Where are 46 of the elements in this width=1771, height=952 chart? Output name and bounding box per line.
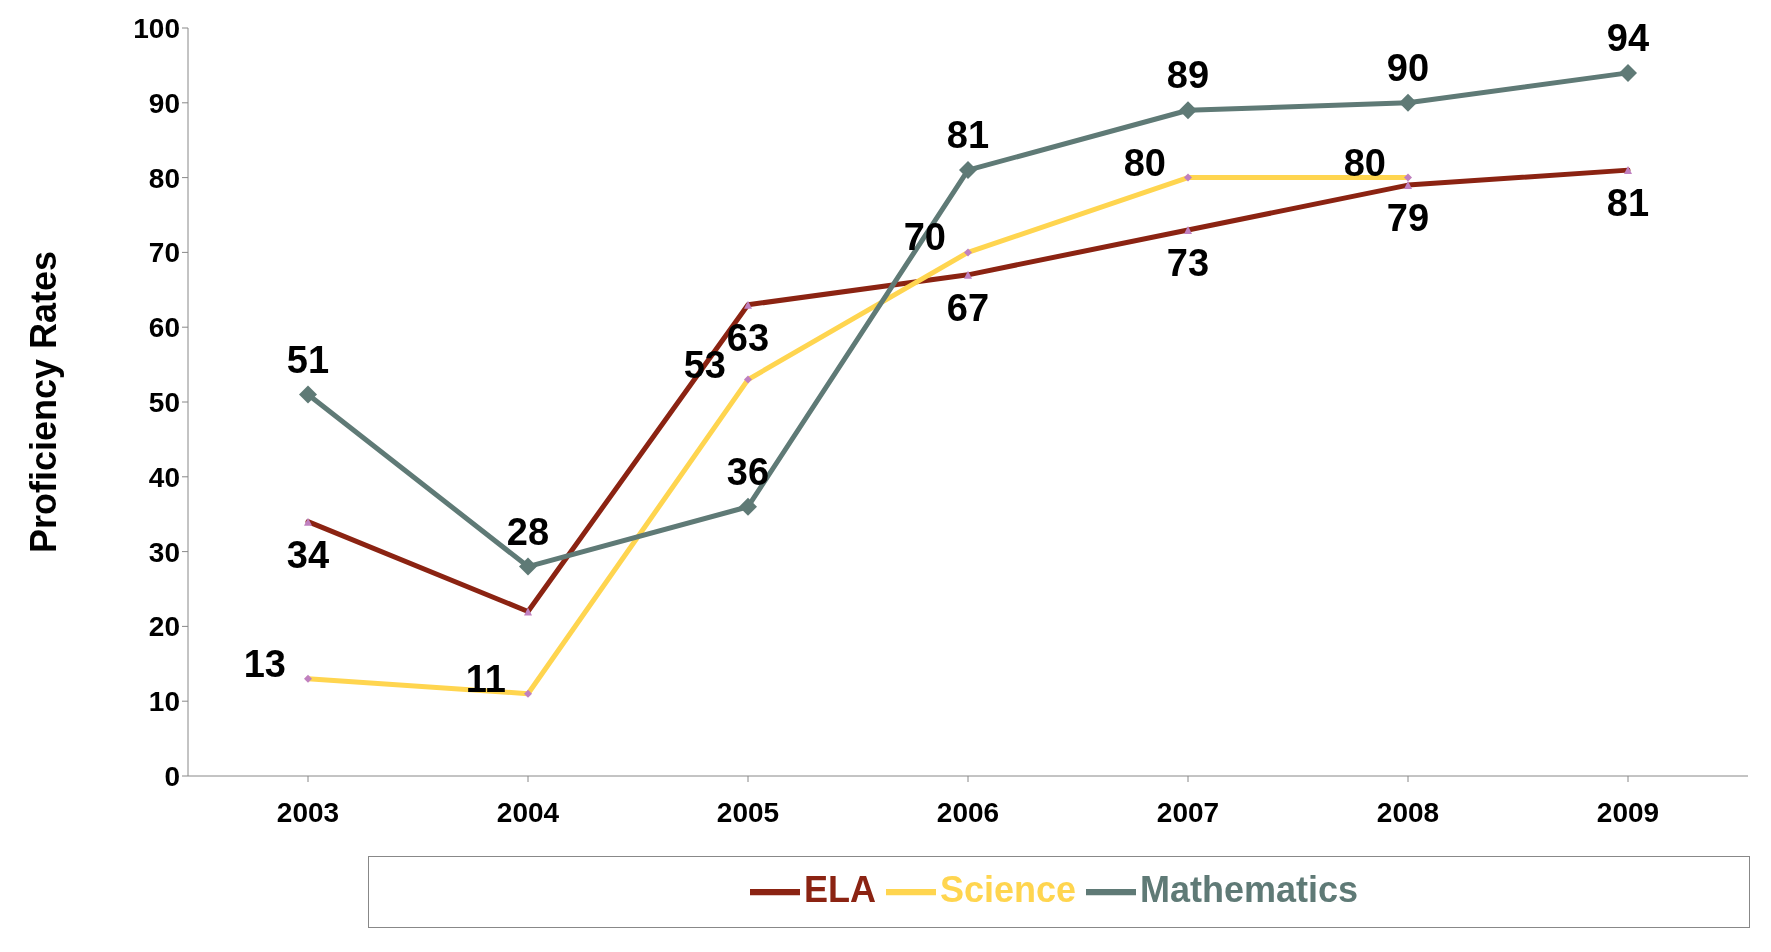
y-tick-label: 100: [133, 12, 180, 44]
y-tick-label: 60: [148, 312, 180, 344]
data-label: 73: [1166, 241, 1210, 284]
data-label: 90: [1386, 46, 1430, 89]
x-tick-label: 2007: [1156, 796, 1220, 828]
y-tick-label: 0: [164, 760, 180, 792]
y-tick-label: 90: [148, 87, 180, 119]
point: [739, 497, 757, 516]
x-tick-label: 2009: [1596, 796, 1660, 828]
data-label: 81: [946, 114, 990, 157]
data-label: 81: [1606, 182, 1650, 225]
data-label: 34: [286, 533, 330, 576]
data-label: 51: [286, 338, 330, 381]
point: [1179, 101, 1197, 120]
data-label: 89: [1166, 54, 1210, 97]
point: [959, 161, 977, 180]
data-label: 80: [1343, 141, 1386, 184]
y-tick-label: 30: [148, 536, 180, 568]
y-tick-label: 70: [148, 237, 180, 269]
x-tick-label: 2003: [276, 796, 340, 828]
data-label: 79: [1386, 197, 1430, 240]
point: [519, 557, 537, 576]
data-label: 94: [1606, 16, 1650, 59]
y-tick-label: 50: [148, 386, 180, 418]
legend-label: ELA: [803, 868, 876, 910]
data-label: 63: [726, 316, 770, 359]
y-tick-label: 10: [148, 686, 180, 718]
data-label: 67: [946, 286, 990, 329]
x-tick-label: 2008: [1376, 796, 1440, 828]
data-label: 13: [243, 642, 286, 685]
data-label: 28: [506, 510, 550, 553]
y-tick-label: 80: [148, 162, 180, 194]
point: [299, 385, 317, 404]
data-label: 80: [1123, 141, 1166, 184]
y-tick-label: 40: [148, 461, 180, 493]
data-label: 11: [465, 657, 506, 700]
point: [1399, 93, 1417, 112]
x-tick-label: 2004: [496, 796, 560, 828]
x-tick-label: 2006: [936, 796, 1000, 828]
y-tick-label: 20: [148, 611, 180, 643]
legend-label: Science: [939, 868, 1076, 910]
data-label: 36: [726, 450, 770, 493]
legend-label: Mathematics: [1140, 868, 1359, 910]
point: [1619, 63, 1637, 82]
x-tick-label: 2005: [716, 796, 780, 828]
y-axis-title: Proficiency Rates: [22, 250, 64, 554]
